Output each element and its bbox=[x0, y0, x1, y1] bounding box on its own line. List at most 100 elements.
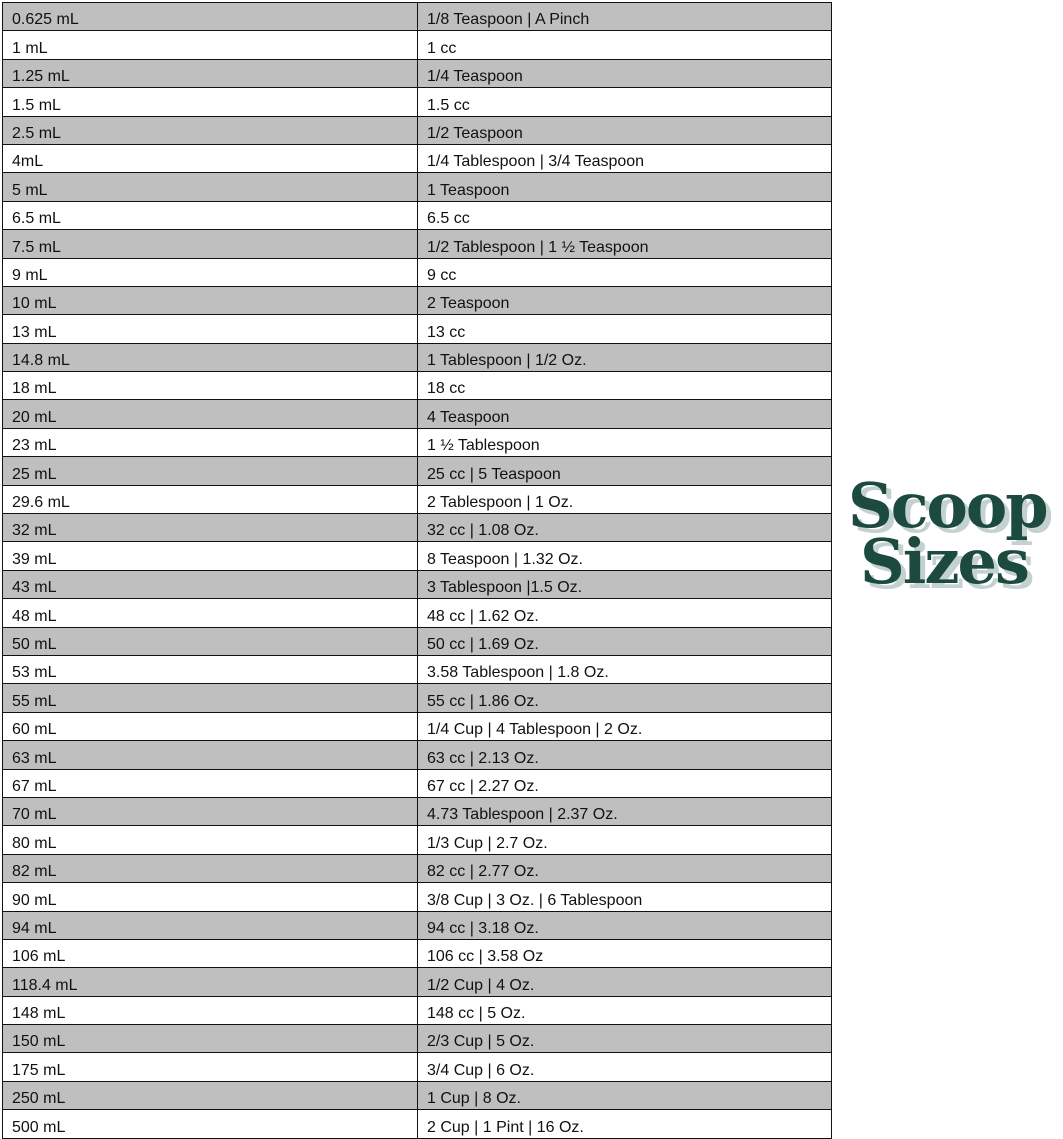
equivalent-cell: 1/4 Teaspoon bbox=[417, 58, 832, 89]
equivalent-cell: 63 cc | 2.13 Oz. bbox=[417, 740, 832, 770]
equivalent-cell: 3.58 Tablespoon | 1.8 Oz. bbox=[417, 654, 832, 685]
equivalent-cell: 50 cc | 1.69 Oz. bbox=[417, 626, 832, 656]
equivalent-cell: 1 Teaspoon bbox=[417, 172, 832, 202]
table-row: 150 mL 2/3 Cup | 5 Oz. bbox=[2, 1024, 832, 1054]
equivalent-cell: 3/8 Cup | 3 Oz. | 6 Tablespoon bbox=[417, 882, 832, 912]
equivalent-cell: 67 cc | 2.27 Oz. bbox=[417, 768, 832, 798]
volume-ml-cell: 60 mL bbox=[2, 711, 418, 742]
volume-ml-cell: 250 mL bbox=[2, 1080, 418, 1111]
volume-ml-cell: 150 mL bbox=[2, 1024, 418, 1054]
equivalent-cell: 55 cc | 1.86 Oz. bbox=[417, 683, 832, 713]
table-row: 60 mL 1/4 Cup | 4 Tablespoon | 2 Oz. bbox=[2, 711, 832, 742]
volume-ml-cell: 20 mL bbox=[2, 399, 418, 429]
logo-line-2: Sizes bbox=[860, 525, 1030, 598]
equivalent-cell: 6.5 cc bbox=[417, 200, 832, 231]
table-row: 29.6 mL 2 Tablespoon | 1 Oz. bbox=[2, 484, 832, 515]
table-row: 53 mL 3.58 Tablespoon | 1.8 Oz. bbox=[2, 654, 832, 685]
table-row: 1.5 mL 1.5 cc bbox=[2, 87, 832, 117]
table-row: 63 mL 63 cc | 2.13 Oz. bbox=[2, 740, 832, 770]
table-row: 4mL 1/4 Tablespoon | 3/4 Teaspoon bbox=[2, 143, 832, 174]
volume-ml-cell: 500 mL bbox=[2, 1109, 418, 1139]
volume-ml-cell: 32 mL bbox=[2, 513, 418, 543]
equivalent-cell: 1/2 Teaspoon bbox=[417, 115, 832, 145]
table-row: 80 mL 1/3 Cup | 2.7 Oz. bbox=[2, 825, 832, 855]
equivalent-cell: 2 Cup | 1 Pint | 16 Oz. bbox=[417, 1109, 832, 1139]
equivalent-cell: 8 Teaspoon | 1.32 Oz. bbox=[417, 541, 832, 571]
equivalent-cell: 2/3 Cup | 5 Oz. bbox=[417, 1024, 832, 1054]
equivalent-cell: 1/2 Cup | 4 Oz. bbox=[417, 967, 832, 997]
table-row: 500 mL 2 Cup | 1 Pint | 16 Oz. bbox=[2, 1109, 832, 1139]
table-row: 5 mL 1 Teaspoon bbox=[2, 172, 832, 202]
equivalent-cell: 1.5 cc bbox=[417, 87, 832, 117]
volume-ml-cell: 39 mL bbox=[2, 541, 418, 571]
volume-ml-cell: 1.25 mL bbox=[2, 58, 418, 89]
table-row: 14.8 mL 1 Tablespoon | 1/2 Oz. bbox=[2, 342, 832, 373]
table-row: 43 mL 3 Tablespoon |1.5 Oz. bbox=[2, 569, 832, 600]
equivalent-cell: 1/3 Cup | 2.7 Oz. bbox=[417, 825, 832, 855]
volume-ml-cell: 13 mL bbox=[2, 314, 418, 344]
volume-ml-cell: 2.5 mL bbox=[2, 115, 418, 145]
table-row: 0.625 mL 1/8 Teaspoon | A Pinch bbox=[2, 1, 832, 32]
volume-ml-cell: 80 mL bbox=[2, 825, 418, 855]
volume-ml-cell: 48 mL bbox=[2, 598, 418, 628]
table-row: 39 mL 8 Teaspoon | 1.32 Oz. bbox=[2, 541, 832, 571]
table-row: 70 mL 4.73 Tablespoon | 2.37 Oz. bbox=[2, 796, 832, 827]
table-row: 6.5 mL 6.5 cc bbox=[2, 200, 832, 231]
table-row: 18 mL 18 cc bbox=[2, 371, 832, 401]
volume-ml-cell: 118.4 mL bbox=[2, 967, 418, 997]
table-row: 250 mL 1 Cup | 8 Oz. bbox=[2, 1080, 832, 1111]
volume-ml-cell: 23 mL bbox=[2, 427, 418, 458]
table-row: 7.5 mL 1/2 Tablespoon | 1 ½ Teaspoon bbox=[2, 229, 832, 259]
volume-ml-cell: 5 mL bbox=[2, 172, 418, 202]
volume-ml-cell: 1 mL bbox=[2, 30, 418, 60]
volume-ml-cell: 7.5 mL bbox=[2, 229, 418, 259]
equivalent-cell: 94 cc | 3.18 Oz. bbox=[417, 910, 832, 940]
table-row: 82 mL 82 cc | 2.77 Oz. bbox=[2, 853, 832, 884]
table-row: 25 mL 25 cc | 5 Teaspoon bbox=[2, 456, 832, 486]
table-row: 9 mL 9 cc bbox=[2, 257, 832, 287]
volume-ml-cell: 82 mL bbox=[2, 853, 418, 884]
volume-ml-cell: 175 mL bbox=[2, 1052, 418, 1082]
equivalent-cell: 1 Tablespoon | 1/2 Oz. bbox=[417, 342, 832, 373]
table-row: 55 mL 55 cc | 1.86 Oz. bbox=[2, 683, 832, 713]
table-row: 90 mL 3/8 Cup | 3 Oz. | 6 Tablespoon bbox=[2, 882, 832, 912]
logo-line-1: Scoop bbox=[848, 469, 1049, 542]
equivalent-cell: 1 Cup | 8 Oz. bbox=[417, 1080, 832, 1111]
volume-ml-cell: 55 mL bbox=[2, 683, 418, 713]
equivalent-cell: 2 Tablespoon | 1 Oz. bbox=[417, 484, 832, 515]
volume-ml-cell: 14.8 mL bbox=[2, 342, 418, 373]
volume-ml-cell: 1.5 mL bbox=[2, 87, 418, 117]
volume-ml-cell: 9 mL bbox=[2, 257, 418, 287]
volume-ml-cell: 43 mL bbox=[2, 569, 418, 600]
table-row: 148 mL 148 cc | 5 Oz. bbox=[2, 995, 832, 1026]
volume-ml-cell: 106 mL bbox=[2, 938, 418, 969]
equivalent-cell: 1/4 Tablespoon | 3/4 Teaspoon bbox=[417, 143, 832, 174]
table-row: 2.5 mL 1/2 Teaspoon bbox=[2, 115, 832, 145]
volume-ml-cell: 6.5 mL bbox=[2, 200, 418, 231]
equivalent-cell: 32 cc | 1.08 Oz. bbox=[417, 513, 832, 543]
equivalent-cell: 3/4 Cup | 6 Oz. bbox=[417, 1052, 832, 1082]
equivalent-cell: 4.73 Tablespoon | 2.37 Oz. bbox=[417, 796, 832, 827]
equivalent-cell: 1/2 Tablespoon | 1 ½ Teaspoon bbox=[417, 229, 832, 259]
equivalent-cell: 18 cc bbox=[417, 371, 832, 401]
equivalent-cell: 48 cc | 1.62 Oz. bbox=[417, 598, 832, 628]
scoop-sizes-logo: Scoop Sizes bbox=[848, 469, 1058, 598]
equivalent-cell: 3 Tablespoon |1.5 Oz. bbox=[417, 569, 832, 600]
table-row: 1.25 mL 1/4 Teaspoon bbox=[2, 58, 832, 89]
equivalent-cell: 1/8 Teaspoon | A Pinch bbox=[417, 1, 832, 32]
table-row: 50 mL 50 cc | 1.69 Oz. bbox=[2, 626, 832, 656]
table-row: 106 mL 106 cc | 3.58 Oz bbox=[2, 938, 832, 969]
equivalent-cell: 106 cc | 3.58 Oz bbox=[417, 938, 832, 969]
table-row: 23 mL 1 ½ Tablespoon bbox=[2, 427, 832, 458]
table-row: 10 mL 2 Teaspoon bbox=[2, 285, 832, 316]
volume-ml-cell: 50 mL bbox=[2, 626, 418, 656]
volume-ml-cell: 10 mL bbox=[2, 285, 418, 316]
table-row: 13 mL 13 cc bbox=[2, 314, 832, 344]
equivalent-cell: 1/4 Cup | 4 Tablespoon | 2 Oz. bbox=[417, 711, 832, 742]
equivalent-cell: 148 cc | 5 Oz. bbox=[417, 995, 832, 1026]
table-row: 67 mL 67 cc | 2.27 Oz. bbox=[2, 768, 832, 798]
equivalent-cell: 2 Teaspoon bbox=[417, 285, 832, 316]
volume-ml-cell: 53 mL bbox=[2, 654, 418, 685]
volume-ml-cell: 25 mL bbox=[2, 456, 418, 486]
equivalent-cell: 1 ½ Tablespoon bbox=[417, 427, 832, 458]
